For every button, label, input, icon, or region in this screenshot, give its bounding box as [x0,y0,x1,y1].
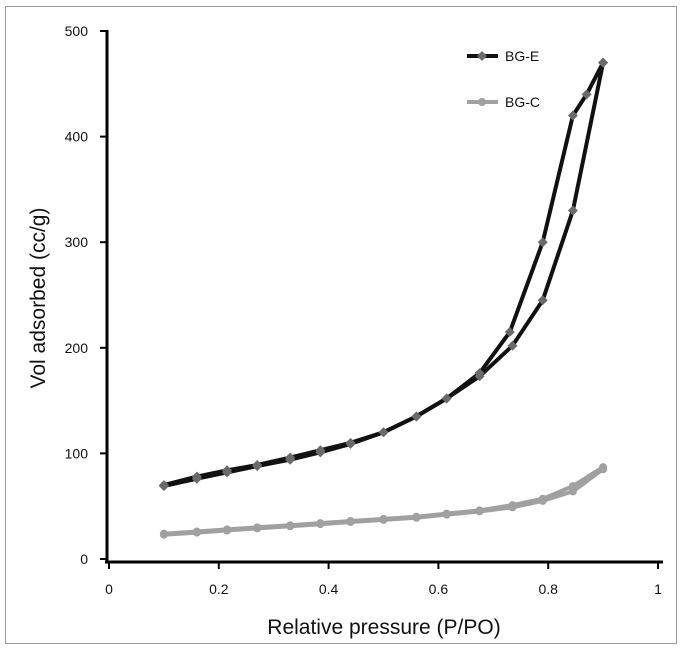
ticks: 0 0.2 0.4 0.6 0.8 1 0 100 200 300 400 500 [65,23,662,597]
legend: BG-E BG-C [467,48,540,110]
x-tick-label: 1 [654,581,662,597]
data-point-bg-e-desorption [441,393,452,404]
y-axis-title: Vol adsorbed (cc/g) [27,208,50,389]
data-point-bg-e-desorption [411,411,422,422]
data-point-bg-e-desorption [474,368,485,379]
series-layer [158,57,609,539]
x-tick-label: 0.6 [429,581,449,597]
y-tick-label: 100 [65,445,89,461]
data-point-bg-c-desorption [223,525,232,534]
y-tick-label: 0 [80,551,88,567]
data-point-bg-e-desorption [378,427,389,438]
series-line-bg-e-adsorption [161,60,606,489]
data-point-bg-e-desorption [158,480,169,491]
data-point-bg-e-desorption [315,445,326,456]
data-point-bg-e-desorption [504,326,515,337]
x-tick-label: 0.2 [209,581,229,597]
data-point-bg-e-desorption [345,437,356,448]
y-tick-label: 200 [65,340,89,356]
data-point-bg-c-desorption [568,482,577,491]
data-point-bg-c-desorption [599,463,608,472]
x-tick-label: 0.4 [319,581,339,597]
data-point-bg-c-desorption [538,494,547,503]
legend-label-bg-c: BG-C [505,94,540,110]
data-point-bg-e-desorption [581,89,592,100]
series-line-bg-e-desorption [161,60,606,488]
data-point-bg-e-adsorption [507,340,518,351]
legend-marker-bg-e [477,51,487,61]
data-point-bg-c-desorption [286,521,295,530]
data-point-bg-c-desorption [316,519,325,528]
data-point-bg-c-desorption [379,514,388,523]
legend-marker-bg-c [478,98,486,106]
data-point-bg-c-desorption [253,523,262,532]
x-axis-title: Relative pressure (P/PO) [267,616,500,639]
data-point-bg-e-desorption [252,460,263,471]
x-tick-label: 0 [105,581,113,597]
data-point-bg-c-desorption [508,501,517,510]
data-point-bg-c-desorption [442,509,451,518]
data-point-bg-e-desorption [598,57,609,68]
legend-item-bg-e: BG-E [467,48,539,64]
data-point-bg-e-adsorption [567,205,578,216]
axes [105,30,663,564]
legend-label-bg-e: BG-E [505,48,539,64]
data-point-bg-c-desorption [346,516,355,525]
x-tick-label: 0.8 [538,581,558,597]
y-tick-label: 500 [65,23,89,39]
data-point-bg-e-desorption [567,110,578,121]
data-point-bg-e-desorption [285,452,296,463]
legend-item-bg-c: BG-C [467,94,540,110]
data-point-bg-c-desorption [192,527,201,536]
data-point-bg-c-desorption [475,506,484,515]
chart-frame [5,6,677,644]
data-point-bg-e-desorption [537,237,548,248]
y-tick-label: 400 [65,129,89,145]
data-point-bg-e-desorption [222,465,233,476]
data-point-bg-c-desorption [412,512,421,521]
data-point-bg-c-desorption [159,529,168,538]
y-tick-label: 300 [65,234,89,250]
data-point-bg-e-desorption [191,471,202,482]
data-point-bg-e-adsorption [537,295,548,306]
